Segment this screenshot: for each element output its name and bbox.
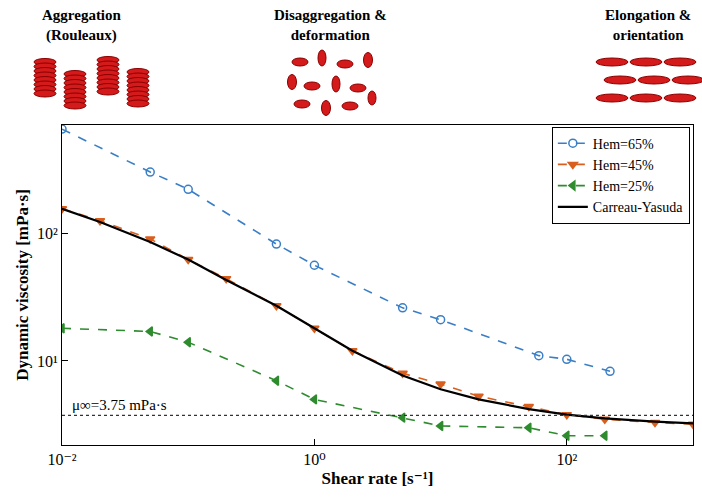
svg-text:10¹: 10¹	[37, 353, 58, 370]
svg-text:10²: 10²	[37, 225, 58, 242]
svg-text:Disaggregation &deformation: Disaggregation &deformation	[274, 7, 387, 43]
svg-text:10⁻²: 10⁻²	[47, 451, 76, 468]
svg-text:Elongation &orientation: Elongation &orientation	[605, 7, 691, 43]
svg-text:Carreau-Yasuda: Carreau-Yasuda	[593, 200, 683, 215]
svg-text:Hem=65%: Hem=65%	[593, 137, 654, 152]
svg-text:Shear rate [s⁻¹]: Shear rate [s⁻¹]	[322, 469, 434, 488]
svg-text:Hem=25%: Hem=25%	[593, 179, 654, 194]
svg-text:10⁰: 10⁰	[303, 451, 325, 468]
svg-text:10²: 10²	[556, 451, 577, 468]
svg-text:μ∞=3.75 mPa·s: μ∞=3.75 mPa·s	[72, 397, 167, 413]
svg-text:Dynamic viscosity [mPa·s]: Dynamic viscosity [mPa·s]	[13, 189, 32, 381]
svg-text:Aggregation(Rouleaux): Aggregation(Rouleaux)	[42, 7, 122, 44]
svg-text:Hem=45%: Hem=45%	[593, 158, 654, 173]
